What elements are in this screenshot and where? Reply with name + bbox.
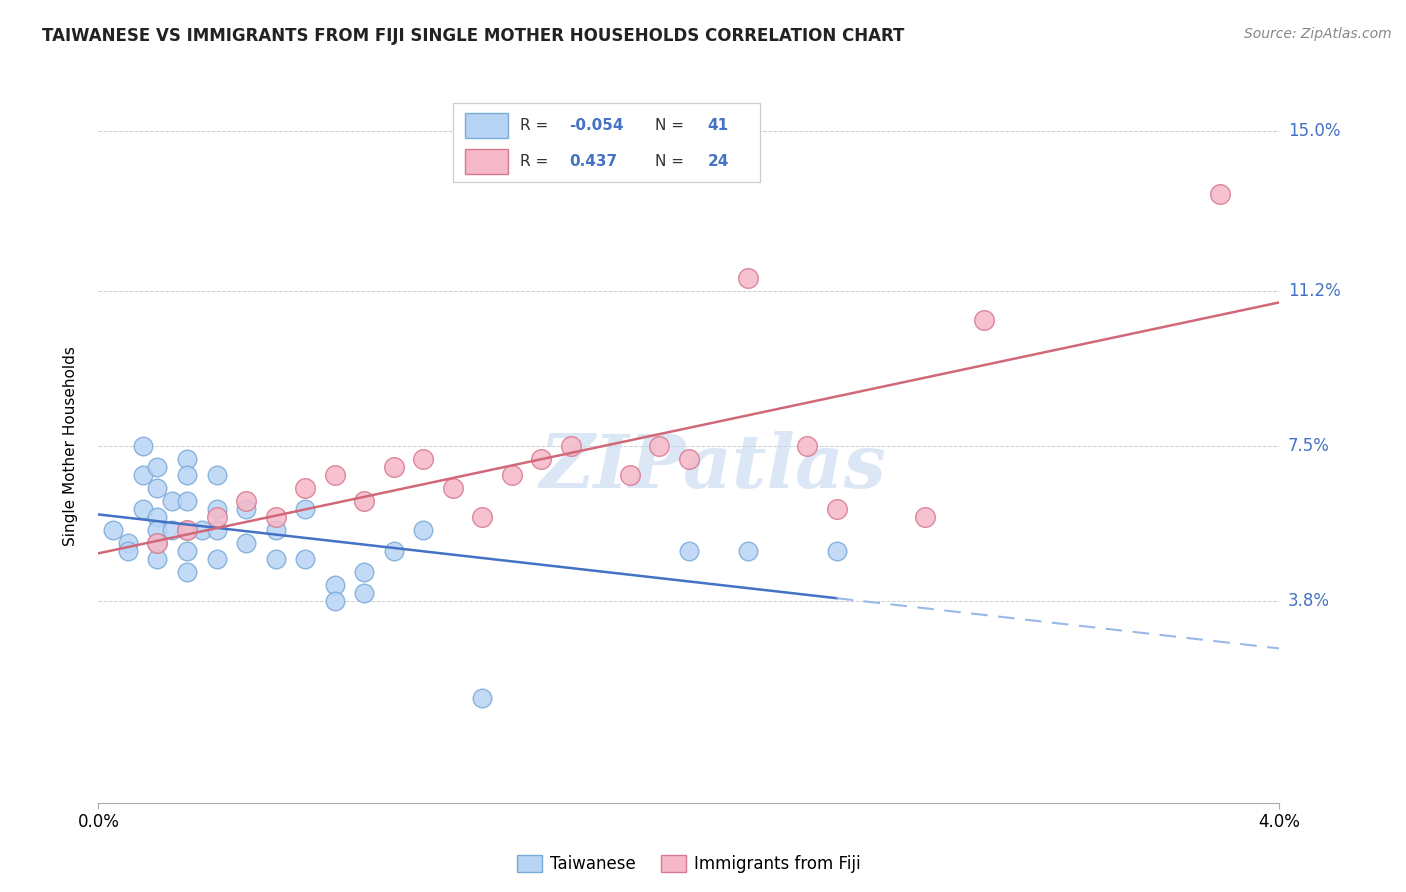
Text: 15.0%: 15.0%	[1288, 122, 1340, 140]
Point	[973, 313, 995, 327]
Point	[1209, 187, 1232, 202]
Point	[117, 544, 139, 558]
Point	[914, 510, 936, 524]
Point	[382, 460, 405, 475]
Text: R =: R =	[520, 118, 548, 133]
Point	[146, 510, 169, 524]
Point	[205, 552, 228, 566]
Point	[176, 523, 198, 537]
Point	[264, 523, 287, 537]
Point	[382, 544, 405, 558]
Point	[294, 502, 316, 516]
Point	[146, 460, 169, 475]
Text: 3.8%: 3.8%	[1288, 592, 1330, 610]
Point	[737, 271, 759, 285]
Text: 24: 24	[707, 154, 728, 169]
Point	[146, 552, 169, 566]
Point	[412, 523, 434, 537]
Point	[294, 481, 316, 495]
Point	[825, 502, 848, 516]
Text: 7.5%: 7.5%	[1288, 437, 1330, 455]
Point	[648, 439, 671, 453]
Point	[103, 523, 124, 537]
Point	[162, 523, 183, 537]
Point	[205, 523, 228, 537]
Point	[235, 535, 257, 549]
Bar	[465, 149, 508, 174]
Text: ZIPatlas: ZIPatlas	[538, 431, 886, 504]
Point	[471, 510, 494, 524]
Point	[471, 690, 494, 705]
Text: Source: ZipAtlas.com: Source: ZipAtlas.com	[1244, 27, 1392, 41]
Point	[412, 451, 434, 466]
Point	[176, 451, 198, 466]
Point	[235, 502, 257, 516]
Point	[205, 502, 228, 516]
Point	[264, 552, 287, 566]
Point	[117, 535, 139, 549]
Text: 41: 41	[707, 118, 728, 133]
Point	[323, 468, 346, 483]
Point	[530, 451, 553, 466]
Point	[353, 493, 375, 508]
Point	[132, 439, 155, 453]
Point	[323, 577, 346, 591]
Point	[796, 439, 818, 453]
Text: N =: N =	[655, 154, 685, 169]
Point	[323, 594, 346, 608]
Point	[146, 481, 169, 495]
Text: 0.437: 0.437	[569, 154, 617, 169]
Point	[146, 535, 169, 549]
Point	[162, 493, 183, 508]
Point	[235, 493, 257, 508]
Text: TAIWANESE VS IMMIGRANTS FROM FIJI SINGLE MOTHER HOUSEHOLDS CORRELATION CHART: TAIWANESE VS IMMIGRANTS FROM FIJI SINGLE…	[42, 27, 904, 45]
Point	[619, 468, 641, 483]
Point	[294, 552, 316, 566]
Point	[353, 565, 375, 579]
Text: N =: N =	[655, 118, 685, 133]
Point	[264, 510, 287, 524]
Point	[678, 544, 700, 558]
Point	[678, 451, 700, 466]
Point	[191, 523, 214, 537]
Bar	[465, 113, 508, 138]
Text: 11.2%: 11.2%	[1288, 282, 1340, 300]
Point	[353, 586, 375, 600]
Legend: Taiwanese, Immigrants from Fiji: Taiwanese, Immigrants from Fiji	[510, 848, 868, 880]
Point	[176, 565, 198, 579]
Point	[501, 468, 523, 483]
Point	[132, 468, 155, 483]
Point	[737, 544, 759, 558]
Point	[205, 468, 228, 483]
Point	[176, 468, 198, 483]
Point	[205, 510, 228, 524]
Point	[132, 502, 155, 516]
Point	[176, 493, 198, 508]
Text: -0.054: -0.054	[569, 118, 624, 133]
Point	[146, 535, 169, 549]
Point	[441, 481, 464, 495]
Point	[176, 523, 198, 537]
Point	[176, 544, 198, 558]
Y-axis label: Single Mother Households: Single Mother Households	[63, 346, 77, 546]
Point	[825, 544, 848, 558]
Text: R =: R =	[520, 154, 548, 169]
Point	[560, 439, 582, 453]
Point	[146, 523, 169, 537]
